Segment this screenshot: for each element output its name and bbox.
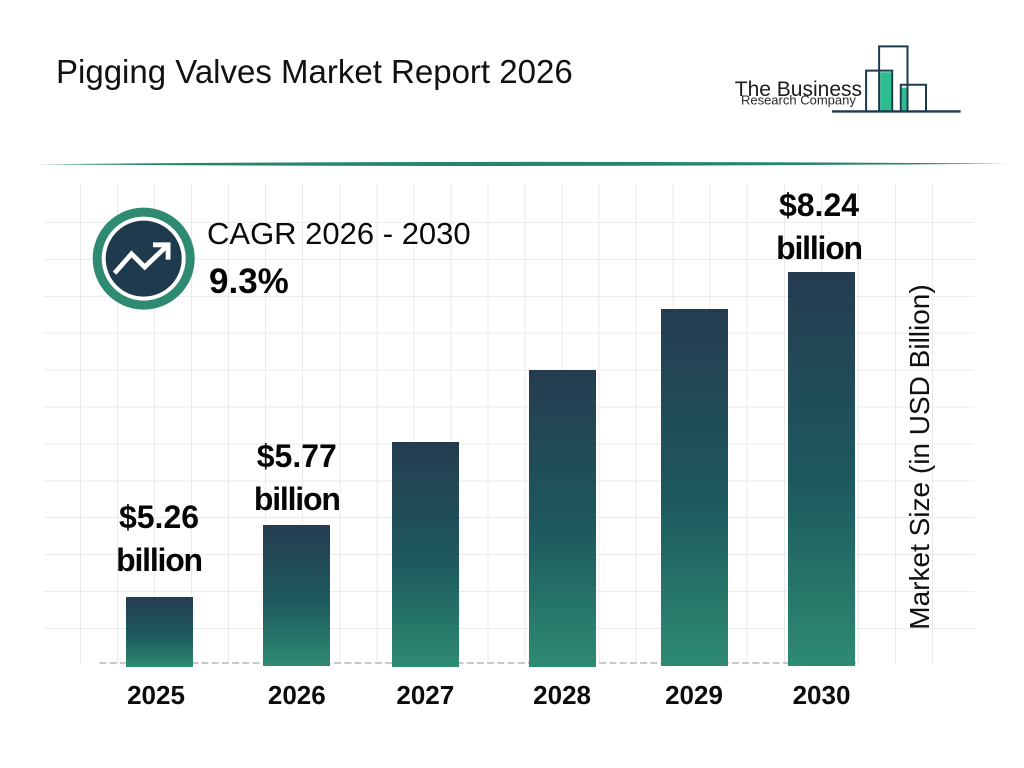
svg-text:The Business: The Business xyxy=(735,78,862,101)
svg-text:Research Company: Research Company xyxy=(741,93,856,108)
